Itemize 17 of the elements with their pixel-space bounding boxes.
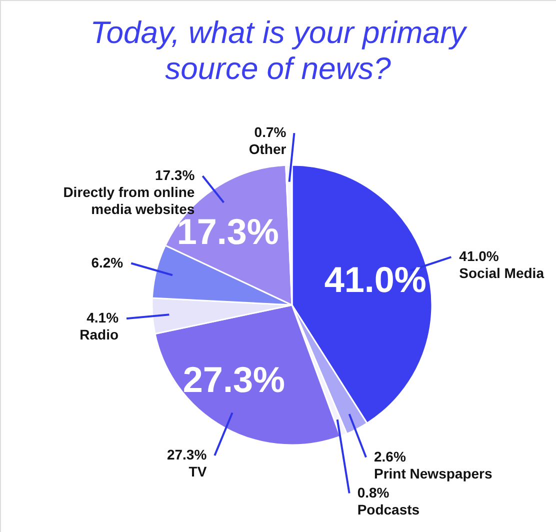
data-label: 41.0% (459, 248, 500, 264)
data-label: 17.3% (154, 167, 196, 184)
text: 41.0% (324, 258, 426, 300)
data-label: 6.2% (91, 254, 124, 270)
slice-label: Print Newspapers (374, 465, 492, 482)
slice-label: TV (188, 463, 208, 480)
data-label: 0.7% (254, 124, 287, 140)
slice-label: Social Media (459, 265, 544, 282)
data-label: 0.8% (357, 484, 390, 500)
data-label: 2.6% (374, 448, 406, 464)
slice-label: Podcasts (357, 501, 420, 518)
chart-title: Today, what is your primary source of news? (90, 15, 468, 86)
text: 27.3% (182, 358, 285, 400)
data-label: 4.1% (86, 309, 120, 326)
data-label: 27.3% (166, 446, 208, 462)
slice-label: Radio (80, 326, 119, 342)
slice-label: Other (248, 141, 287, 158)
